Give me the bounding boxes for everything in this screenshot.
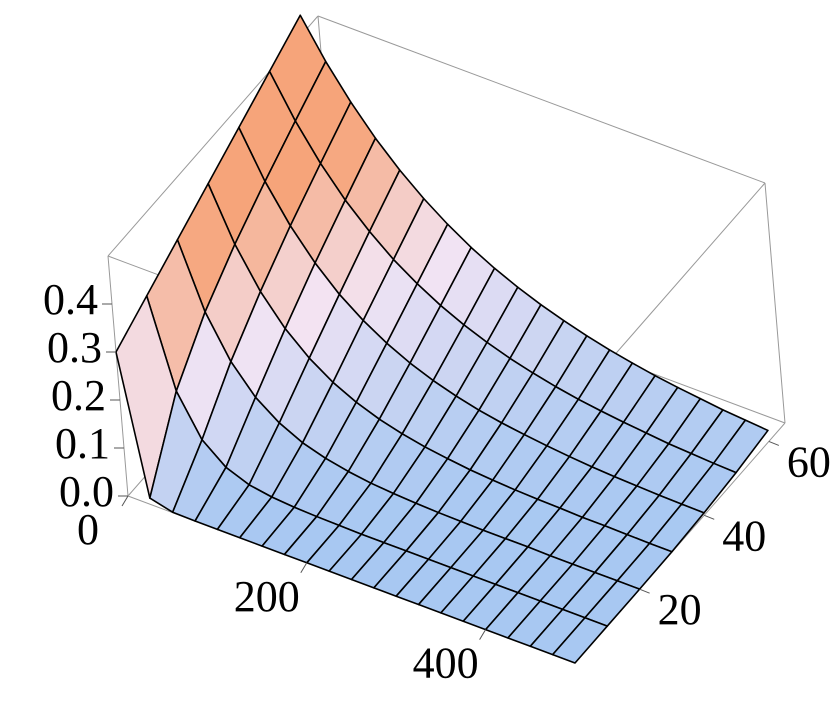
- x-tick: [121, 495, 129, 507]
- y-tick: [639, 588, 650, 594]
- z-tick-label: 0.3: [47, 323, 102, 372]
- y-tick-label: 20: [658, 585, 702, 634]
- box-edge: [107, 255, 129, 497]
- box-edge: [317, 15, 766, 184]
- x-tick-label: 200: [234, 572, 300, 621]
- y-tick: [768, 440, 780, 446]
- surface-patch: [551, 616, 609, 664]
- x-tick-label: 400: [413, 639, 479, 688]
- x-tick-label: 0: [77, 505, 99, 554]
- z-tick-label: 0.2: [51, 371, 106, 420]
- x-tick: [300, 562, 308, 574]
- z-tick-label: 0.4: [43, 275, 98, 324]
- z-tick-label: 0.1: [55, 419, 110, 468]
- x-tick: [479, 629, 487, 640]
- y-tick-label: 40: [722, 511, 766, 560]
- y-tick-label: 60: [787, 438, 830, 487]
- z-tick-label: 0.0: [59, 467, 114, 516]
- y-tick: [704, 514, 715, 520]
- box-edge: [764, 182, 786, 424]
